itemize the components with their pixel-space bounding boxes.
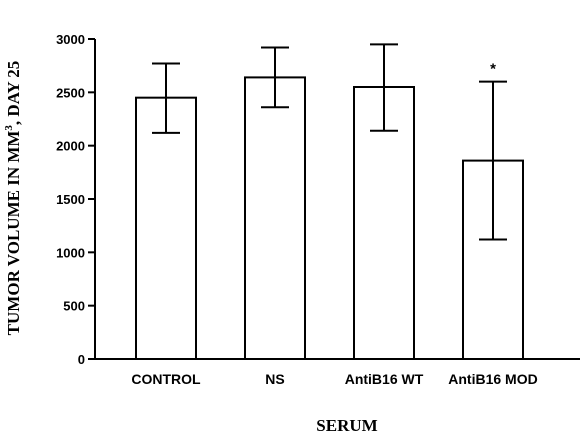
y-axis-title: TUMOR VOLUME IN MM3, DAY 25: [3, 61, 23, 336]
error-bars-layer: [152, 43, 507, 241]
y-axis-title-main: TUMOR VOLUME IN MM: [4, 131, 23, 336]
bar-0: [135, 96, 197, 361]
x-tick-label-1: NS: [265, 371, 284, 387]
x-tick-label-3: AntiB16 MOD: [448, 371, 537, 387]
y-tick-label-3: 1500: [56, 192, 85, 207]
x-tick-label-2: AntiB16 WT: [345, 371, 424, 387]
bar-1: [244, 76, 306, 361]
y-axis-title-suffix: , DAY 25: [4, 61, 23, 125]
y-tick-label-2: 1000: [56, 245, 85, 260]
significance-marker-3: *: [490, 61, 496, 78]
y-tick-label-1: 500: [63, 299, 85, 314]
y-tick-label-6: 3000: [56, 32, 85, 47]
labels-layer: CONTROL NS AntiB16 WT AntiB16 MOD * 0 500 1000 1…: [56, 32, 538, 387]
bar-2: [353, 86, 415, 360]
y-tick-label-0: 0: [78, 352, 85, 367]
bars-layer: [135, 76, 524, 361]
x-tick-label-0: CONTROL: [131, 371, 201, 387]
y-tick-label-4: 2000: [56, 139, 85, 154]
x-axis-title: SERUM: [316, 416, 377, 435]
axes-layer: [88, 38, 580, 360]
y-axis-title-superscript: 3: [3, 125, 15, 131]
y-tick-label-5: 2500: [56, 85, 85, 100]
